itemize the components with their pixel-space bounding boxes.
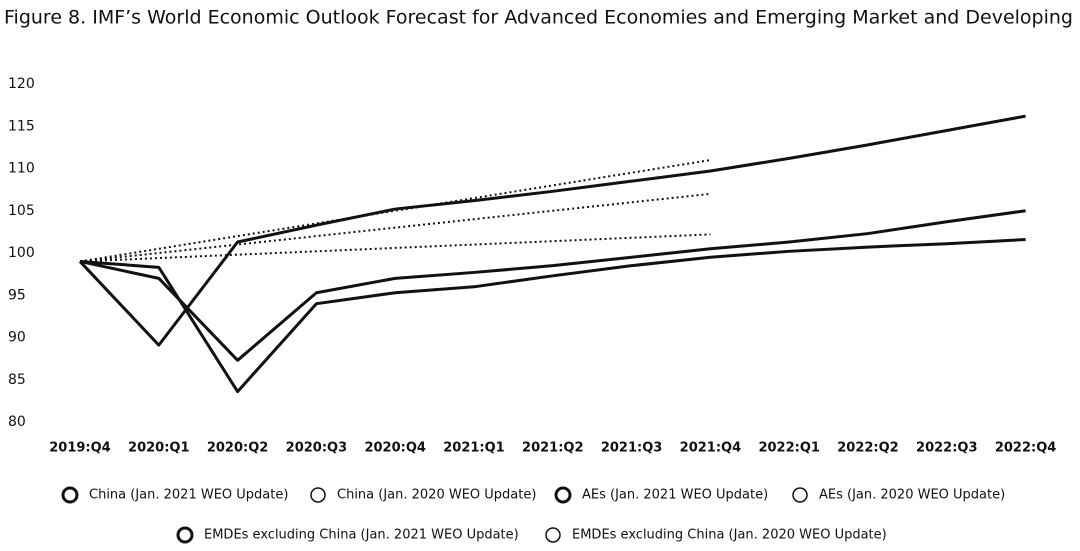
legend-label: China (Jan. 2020 WEO Update) bbox=[337, 488, 536, 503]
y-tick-label: 85 bbox=[8, 372, 26, 388]
y-tick-label: 80 bbox=[8, 414, 26, 430]
legend-label: EMDEs excluding China (Jan. 2021 WEO Upd… bbox=[204, 528, 519, 543]
chart-title: Figure 8. IMF’s World Economic Outlook F… bbox=[4, 7, 1080, 29]
y-tick-label: 100 bbox=[8, 245, 35, 261]
x-tick-label: 2020:Q1 bbox=[128, 441, 189, 456]
x-tick-label: 2022:Q1 bbox=[758, 441, 819, 456]
legend-marker bbox=[792, 487, 808, 503]
legend-marker bbox=[176, 526, 194, 544]
legend-marker bbox=[554, 486, 572, 504]
y-tick-label: 90 bbox=[8, 330, 26, 346]
y-tick-label: 120 bbox=[8, 76, 35, 92]
series-line bbox=[79, 159, 711, 263]
series-line bbox=[79, 209, 1026, 362]
legend-marker bbox=[545, 527, 561, 543]
x-tick-label: 2020:Q4 bbox=[364, 441, 425, 456]
x-tick-label: 2021:Q1 bbox=[443, 441, 504, 456]
y-tick-label: 105 bbox=[8, 203, 35, 219]
x-tick-label: 2022:Q4 bbox=[995, 441, 1056, 456]
y-tick-label: 95 bbox=[8, 287, 26, 303]
x-tick-label: 2021:Q3 bbox=[601, 441, 662, 456]
series-line bbox=[79, 233, 711, 263]
x-tick-label: 2021:Q2 bbox=[522, 441, 583, 456]
x-tick-label: 2020:Q3 bbox=[286, 441, 347, 456]
x-tick-label: 2020:Q2 bbox=[207, 441, 268, 456]
x-tick-label: 2022:Q2 bbox=[837, 441, 898, 456]
y-tick-label: 115 bbox=[8, 118, 35, 134]
y-tick-label: 110 bbox=[8, 161, 35, 177]
series-line bbox=[78, 114, 1026, 347]
legend-label: EMDEs excluding China (Jan. 2020 WEO Upd… bbox=[572, 528, 887, 543]
legend-label: AEs (Jan. 2020 WEO Update) bbox=[819, 488, 1005, 503]
x-tick-label: 2021:Q4 bbox=[680, 441, 741, 456]
x-tick-label: 2022:Q3 bbox=[916, 441, 977, 456]
legend-marker bbox=[310, 487, 326, 503]
legend-label: China (Jan. 2021 WEO Update) bbox=[89, 488, 288, 503]
series-line bbox=[79, 192, 711, 263]
series-line bbox=[79, 237, 1026, 394]
x-tick-label: 2019:Q4 bbox=[49, 441, 110, 456]
legend-label: AEs (Jan. 2021 WEO Update) bbox=[582, 488, 768, 503]
legend-marker bbox=[61, 486, 79, 504]
